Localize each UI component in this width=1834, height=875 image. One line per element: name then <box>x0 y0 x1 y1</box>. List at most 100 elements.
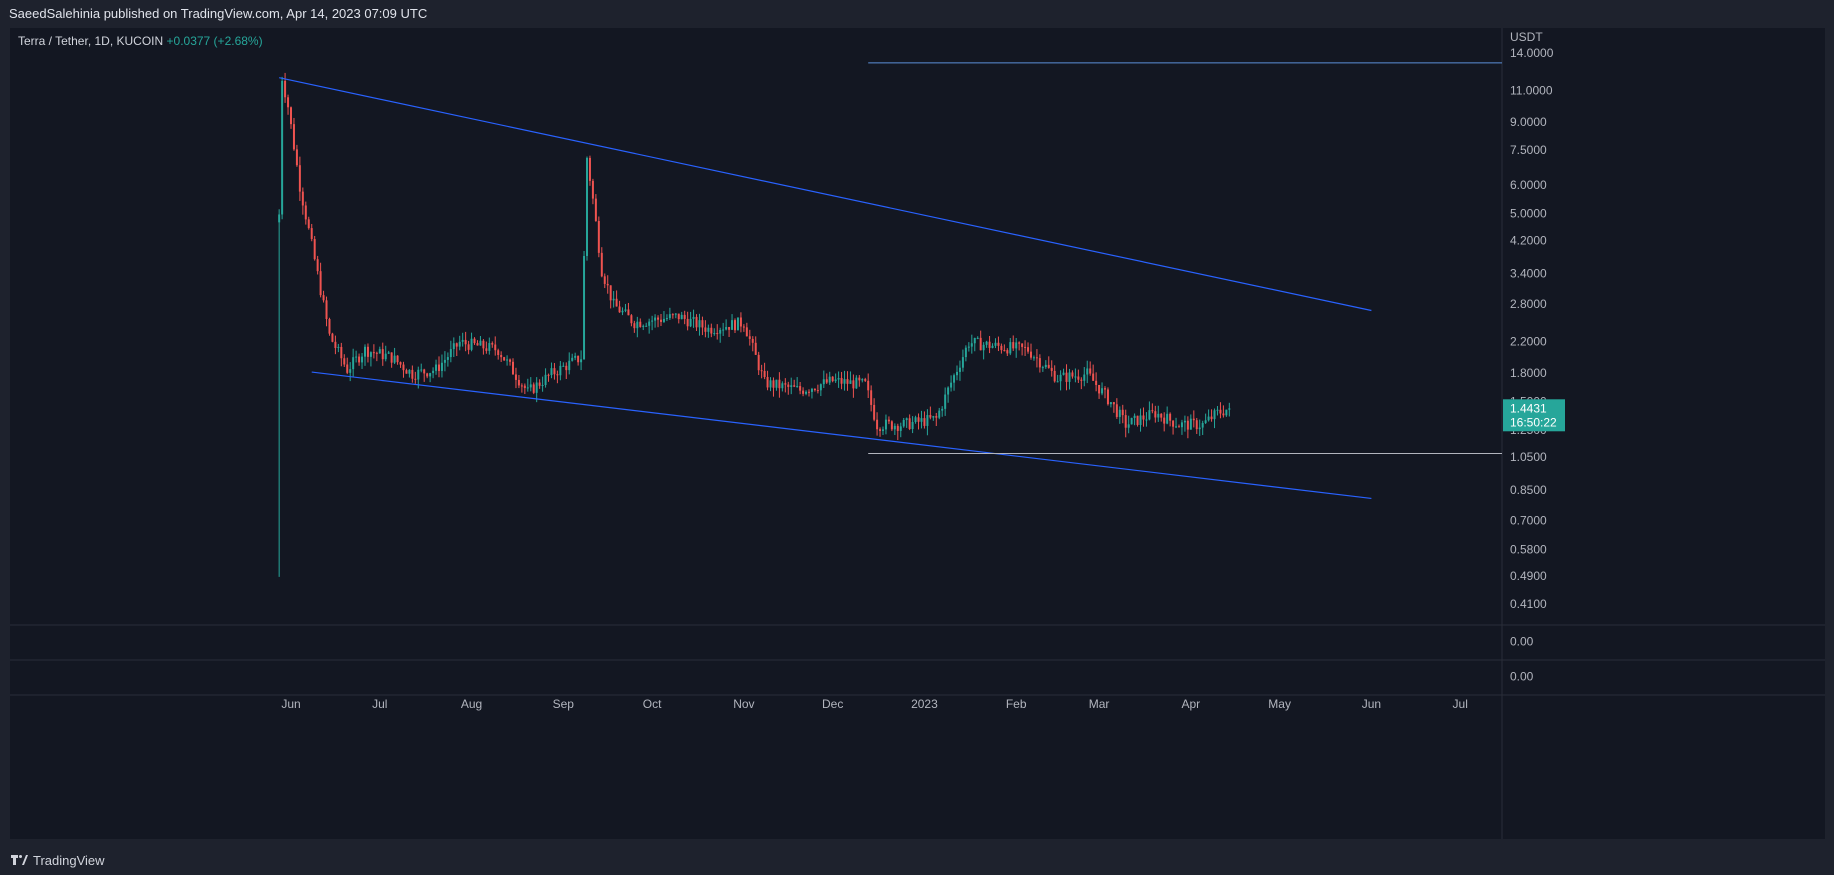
candle-body <box>1053 370 1056 382</box>
candle-body <box>985 341 988 345</box>
candle-body <box>597 220 600 253</box>
price-tick-label: 0.7000 <box>1510 513 1547 527</box>
candle-body <box>1163 417 1166 424</box>
candle-body <box>287 97 290 108</box>
candle-body <box>1083 374 1086 381</box>
candle-body <box>1216 409 1219 411</box>
candle-body <box>760 370 763 372</box>
candle-body <box>307 219 310 229</box>
candle-body <box>873 404 876 420</box>
candle-body <box>429 373 432 377</box>
candle-body <box>852 380 855 389</box>
candle-body <box>517 379 520 386</box>
price-tick-label: 14.0000 <box>1510 46 1554 60</box>
candle-body <box>355 356 358 358</box>
candle-body <box>890 421 893 430</box>
candle-body <box>1050 367 1053 371</box>
chart-frame[interactable]: USDT 14.0000 11.0000 9.0000 7.5000 6.0000 5.00… <box>10 28 1825 839</box>
indicator-value-label: 0.00 <box>1510 635 1534 649</box>
candle-body <box>899 426 902 431</box>
candle-body <box>645 325 648 327</box>
candle-body <box>1041 367 1044 369</box>
candle-body <box>295 149 298 166</box>
candle-body <box>849 380 852 384</box>
price-chart[interactable]: USDT 14.0000 11.0000 9.0000 7.5000 6.0000 5.00… <box>10 28 1825 839</box>
candle-body <box>559 365 562 376</box>
candle-body <box>520 385 523 387</box>
candle-body <box>1101 388 1104 394</box>
tradingview-brand[interactable]: TradingView <box>33 852 105 868</box>
candle-body <box>349 369 352 373</box>
time-tick-label: Mar <box>1089 697 1110 711</box>
candle-body <box>408 369 411 374</box>
candle-body <box>615 298 618 307</box>
candle-body <box>1186 420 1189 430</box>
candle-body <box>313 239 316 260</box>
candle-body <box>896 425 899 431</box>
candle-body <box>1175 426 1178 428</box>
price-tick-label: 1.8000 <box>1510 366 1547 380</box>
candle-body <box>704 327 707 332</box>
candle-body <box>1068 372 1071 382</box>
candle-body <box>1086 368 1089 375</box>
candle-body <box>713 333 716 335</box>
candle-body <box>893 425 896 430</box>
candle-body <box>580 359 583 363</box>
candle-body <box>719 329 722 334</box>
candle-body <box>565 365 568 371</box>
time-tick-label: Sep <box>553 697 575 711</box>
candle-body <box>494 344 497 351</box>
candle-body <box>630 315 633 324</box>
candle-body <box>843 379 846 384</box>
candle-body <box>488 343 491 351</box>
price-tick-label: 3.4000 <box>1510 267 1547 281</box>
candle-body <box>920 418 923 422</box>
candle-body <box>988 341 991 348</box>
candle-body <box>802 390 805 394</box>
candle-body <box>781 383 784 389</box>
candle-body <box>500 355 503 358</box>
candle-body <box>334 341 337 348</box>
candles <box>278 72 1231 577</box>
candle-body <box>944 394 947 409</box>
candle-body <box>731 320 734 330</box>
candle-body <box>926 415 929 426</box>
candle-body <box>917 417 920 422</box>
candle-body <box>449 349 452 358</box>
tradingview-logo-icon[interactable] <box>10 854 28 866</box>
candle-body <box>1157 413 1160 418</box>
candle-body <box>458 341 461 347</box>
candle-body <box>825 379 828 383</box>
candle-body <box>864 379 867 381</box>
candle-body <box>1024 346 1027 348</box>
candle-body <box>1044 364 1047 368</box>
candle-body <box>722 329 725 331</box>
candle-body <box>639 321 642 327</box>
candle-body <box>544 374 547 386</box>
candle-body <box>654 317 657 321</box>
candle-body <box>1006 350 1009 354</box>
candle-body <box>586 157 588 256</box>
candle-body <box>677 313 680 320</box>
candle-body <box>1183 420 1186 423</box>
candle-body <box>1015 342 1018 349</box>
candle-body <box>1201 422 1204 428</box>
candle-body <box>417 369 420 380</box>
candle-body <box>879 429 882 431</box>
price-tick-label: 2.2000 <box>1510 335 1547 349</box>
candle-body <box>964 347 967 358</box>
candle-body <box>1213 410 1216 420</box>
candle-body <box>1133 415 1136 418</box>
candle-body <box>1027 347 1030 352</box>
price-tick-label: 11.0000 <box>1510 83 1553 97</box>
candle-body <box>947 387 950 395</box>
candle-body <box>766 376 769 388</box>
time-tick-label: Feb <box>1006 697 1027 711</box>
candle-body <box>772 380 775 388</box>
price-tick-label: 0.8500 <box>1510 483 1547 497</box>
candle-body <box>624 309 627 311</box>
candle-body <box>707 327 710 332</box>
time-tick-label: Jun <box>1362 697 1381 711</box>
candle-body <box>671 314 674 316</box>
candle-body <box>503 357 506 361</box>
